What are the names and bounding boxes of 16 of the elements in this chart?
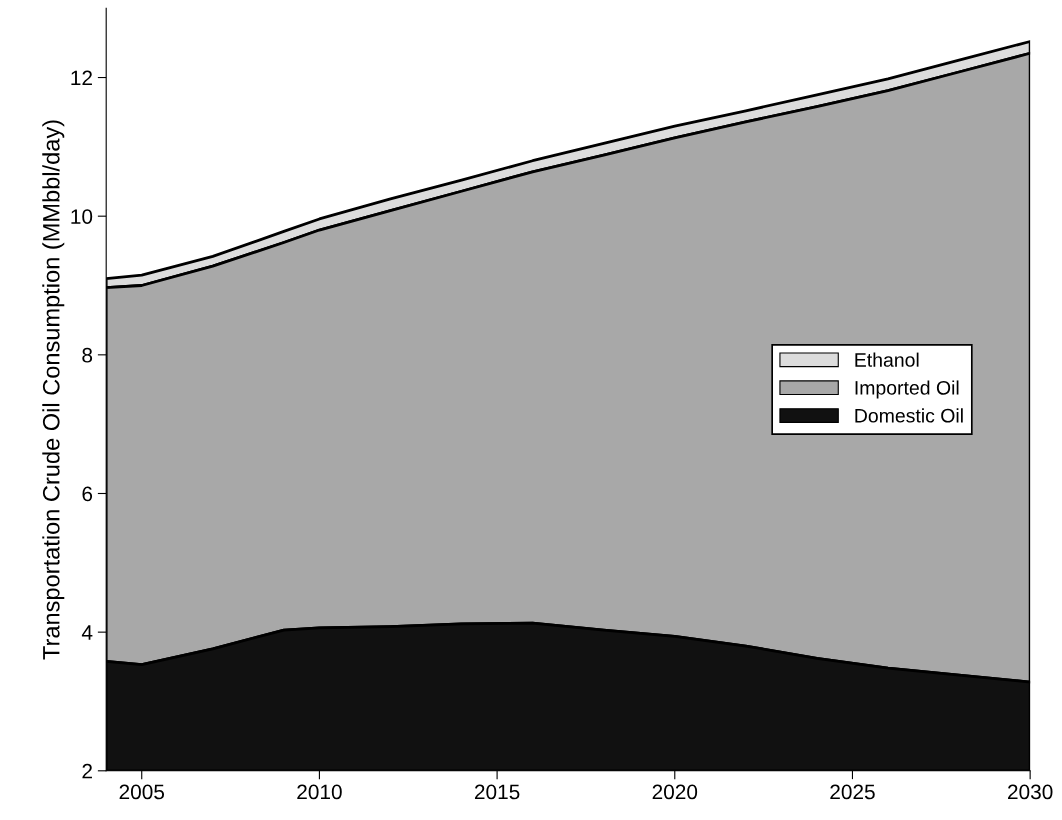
legend-label: Imported Oil [855,380,959,399]
legend-label: Domestic Oil [855,408,963,423]
y-tick-label: 10 [71,209,93,224]
y-tick-label: 6 [82,486,93,502]
y-axis-title: Transportation Crude Oil Consumption (MMbbl/day) [42,120,65,660]
legend-label: Ethanol [855,352,919,367]
x-tick-label: 2030 [1008,784,1053,800]
x-tick-label: 2015 [474,784,520,800]
x-tick-label: 2020 [652,784,698,800]
x-tick-label: 2010 [297,784,342,800]
y-tick-label: 4 [81,625,93,640]
y-tick-label: 2 [82,763,92,779]
y-tick-label: 12 [71,70,92,86]
x-tick-label: 2005 [119,784,165,800]
y-tick-label: 8 [82,347,93,363]
x-tick-label: 2025 [830,784,875,800]
